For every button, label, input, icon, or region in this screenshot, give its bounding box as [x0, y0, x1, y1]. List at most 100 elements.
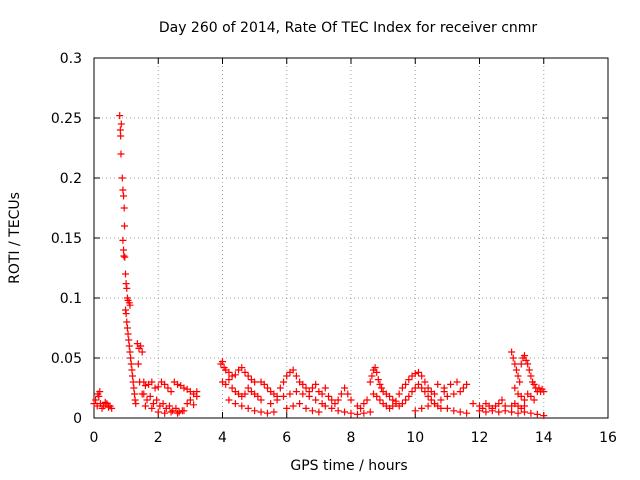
data-point — [512, 366, 520, 374]
data-point — [108, 404, 116, 412]
data-point — [225, 368, 233, 376]
data-point — [308, 384, 316, 392]
x-axis-label: GPS time / hours — [290, 458, 407, 474]
data-point — [121, 270, 129, 278]
x-tick-label: 10 — [406, 430, 424, 446]
data-point — [517, 360, 525, 368]
data-point — [328, 396, 336, 404]
data-point — [141, 402, 149, 410]
data-point — [520, 402, 528, 410]
y-tick-label: 0.25 — [51, 111, 82, 127]
data-point — [175, 408, 183, 416]
data-point — [140, 390, 148, 398]
data-point — [154, 383, 162, 391]
data-point — [402, 396, 410, 404]
data-point — [127, 360, 135, 368]
data-points — [90, 112, 548, 420]
data-point — [120, 246, 128, 254]
data-point — [151, 384, 159, 392]
data-point — [437, 396, 445, 404]
data-point — [508, 408, 516, 416]
data-point — [418, 372, 426, 380]
data-point — [395, 390, 403, 398]
data-point — [508, 348, 516, 356]
data-point — [373, 392, 381, 400]
data-point — [117, 150, 125, 158]
data-point — [456, 408, 464, 416]
data-point — [238, 402, 246, 410]
data-point — [161, 380, 169, 388]
data-point — [289, 402, 297, 410]
data-point — [431, 390, 439, 398]
data-point — [119, 186, 127, 194]
data-point — [371, 364, 379, 372]
data-point — [414, 380, 422, 388]
y-tick-label: 0 — [73, 411, 82, 427]
data-point — [119, 236, 127, 244]
data-point — [516, 378, 524, 386]
y-tick-label: 0.2 — [60, 171, 82, 187]
data-point — [509, 354, 517, 362]
data-point — [130, 390, 138, 398]
data-point — [540, 412, 548, 420]
data-point — [149, 400, 157, 408]
data-point — [180, 407, 188, 415]
data-point — [386, 392, 394, 400]
data-point — [122, 280, 130, 288]
data-point — [292, 372, 300, 380]
data-point — [334, 407, 342, 415]
data-point — [190, 401, 198, 409]
data-point — [522, 356, 530, 364]
data-point — [424, 402, 432, 410]
data-point — [231, 371, 239, 379]
data-point — [424, 384, 432, 392]
data-point — [129, 372, 137, 380]
data-point — [117, 120, 125, 128]
data-point — [130, 384, 138, 392]
data-point — [376, 380, 384, 388]
data-point — [373, 368, 381, 376]
data-point — [172, 404, 180, 412]
data-point — [392, 397, 400, 405]
data-point — [312, 380, 320, 388]
y-axis-label: ROTI / TECUs — [7, 192, 23, 284]
data-point — [159, 400, 167, 408]
data-point — [186, 396, 194, 404]
data-point — [302, 404, 310, 412]
data-point — [289, 366, 297, 374]
data-point — [228, 384, 236, 392]
data-point — [411, 407, 419, 415]
data-point — [405, 392, 413, 400]
data-point — [374, 376, 382, 384]
data-point — [153, 396, 161, 404]
data-point — [283, 404, 291, 412]
data-point — [469, 400, 477, 408]
data-point — [263, 384, 271, 392]
data-point — [368, 372, 376, 380]
data-point — [353, 410, 361, 418]
data-point — [459, 384, 467, 392]
data-point — [341, 384, 349, 392]
data-point — [143, 396, 151, 404]
data-point — [520, 396, 528, 404]
data-point — [270, 408, 278, 416]
data-point — [123, 324, 131, 332]
data-point — [443, 404, 451, 412]
data-point — [161, 409, 169, 417]
data-point — [260, 380, 268, 388]
data-point — [527, 372, 535, 380]
data-point — [126, 348, 134, 356]
data-point — [120, 252, 128, 260]
data-point — [174, 380, 182, 388]
data-point — [424, 392, 432, 400]
data-point — [299, 390, 307, 398]
data-point — [244, 372, 252, 380]
data-point — [283, 372, 291, 380]
data-point — [116, 112, 124, 120]
data-point — [238, 364, 246, 372]
chart-title: Day 260 of 2014, Rate Of TEC Index for r… — [159, 20, 538, 36]
data-point — [120, 204, 128, 212]
data-point — [405, 376, 413, 384]
data-point — [124, 330, 132, 338]
data-point — [148, 378, 156, 386]
